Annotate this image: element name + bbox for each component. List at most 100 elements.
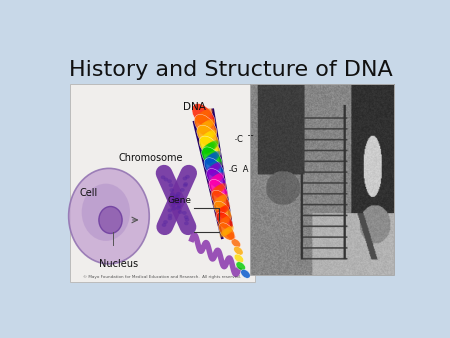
Ellipse shape — [181, 179, 186, 183]
Ellipse shape — [213, 184, 225, 194]
Ellipse shape — [192, 103, 215, 128]
Ellipse shape — [198, 132, 212, 144]
Ellipse shape — [215, 207, 225, 217]
Ellipse shape — [185, 222, 190, 225]
Ellipse shape — [166, 177, 171, 182]
Ellipse shape — [176, 202, 181, 206]
Ellipse shape — [212, 172, 225, 183]
Ellipse shape — [184, 215, 188, 219]
Ellipse shape — [220, 228, 230, 237]
Ellipse shape — [202, 130, 215, 143]
Ellipse shape — [221, 227, 231, 237]
Ellipse shape — [207, 169, 226, 189]
Ellipse shape — [234, 246, 243, 255]
Ellipse shape — [181, 177, 186, 182]
Text: Gene: Gene — [168, 196, 192, 205]
Ellipse shape — [81, 184, 130, 241]
Ellipse shape — [219, 217, 229, 226]
Ellipse shape — [211, 173, 223, 184]
Ellipse shape — [204, 158, 224, 179]
Ellipse shape — [208, 151, 220, 162]
Ellipse shape — [201, 119, 215, 131]
Ellipse shape — [194, 111, 208, 124]
Ellipse shape — [222, 215, 232, 224]
Ellipse shape — [203, 129, 217, 142]
Ellipse shape — [181, 186, 186, 189]
Ellipse shape — [180, 192, 184, 195]
Ellipse shape — [202, 147, 222, 169]
Ellipse shape — [199, 136, 220, 159]
Ellipse shape — [196, 122, 210, 134]
Ellipse shape — [182, 219, 187, 223]
Text: Cell: Cell — [80, 188, 98, 198]
Ellipse shape — [224, 226, 234, 235]
Ellipse shape — [203, 154, 216, 165]
Ellipse shape — [179, 205, 183, 209]
Ellipse shape — [217, 218, 228, 227]
Ellipse shape — [209, 179, 228, 200]
Ellipse shape — [180, 211, 185, 215]
Ellipse shape — [177, 210, 181, 214]
Ellipse shape — [172, 203, 177, 207]
Ellipse shape — [197, 125, 219, 149]
Ellipse shape — [169, 209, 174, 212]
Ellipse shape — [209, 163, 221, 174]
Ellipse shape — [214, 195, 225, 206]
Ellipse shape — [215, 183, 226, 193]
Text: © Mayo Foundation for Medical Education and Research.  All rights reserved.: © Mayo Foundation for Medical Education … — [83, 275, 241, 279]
Ellipse shape — [162, 174, 167, 177]
Ellipse shape — [171, 195, 175, 199]
Ellipse shape — [234, 254, 243, 263]
Ellipse shape — [99, 207, 122, 234]
Ellipse shape — [196, 110, 210, 123]
Ellipse shape — [206, 164, 218, 175]
Ellipse shape — [204, 141, 217, 153]
Ellipse shape — [174, 194, 179, 198]
Ellipse shape — [207, 164, 220, 174]
Ellipse shape — [231, 239, 241, 247]
Ellipse shape — [206, 140, 219, 152]
Ellipse shape — [167, 184, 172, 188]
Ellipse shape — [217, 194, 228, 203]
Ellipse shape — [199, 108, 213, 121]
Ellipse shape — [197, 109, 211, 122]
Ellipse shape — [169, 187, 173, 191]
Ellipse shape — [208, 175, 220, 186]
Ellipse shape — [236, 262, 245, 270]
Ellipse shape — [207, 152, 219, 163]
Ellipse shape — [220, 216, 230, 225]
Ellipse shape — [210, 162, 223, 173]
Ellipse shape — [166, 217, 171, 221]
Text: G  A: G A — [231, 165, 249, 174]
Ellipse shape — [241, 269, 250, 278]
Ellipse shape — [212, 196, 224, 207]
Ellipse shape — [170, 191, 175, 195]
Ellipse shape — [183, 174, 188, 178]
Ellipse shape — [172, 207, 176, 211]
Ellipse shape — [209, 174, 221, 185]
Ellipse shape — [177, 187, 182, 190]
Ellipse shape — [212, 185, 223, 195]
Ellipse shape — [226, 231, 235, 240]
Ellipse shape — [216, 195, 227, 204]
Text: C  T: C T — [237, 135, 253, 144]
Text: DNA: DNA — [183, 102, 206, 112]
Ellipse shape — [214, 201, 231, 220]
Ellipse shape — [169, 214, 173, 218]
Ellipse shape — [210, 186, 222, 196]
Ellipse shape — [202, 142, 216, 154]
Text: Nucleus: Nucleus — [99, 259, 138, 269]
Ellipse shape — [212, 190, 230, 210]
Ellipse shape — [69, 168, 149, 264]
Ellipse shape — [200, 131, 214, 144]
Ellipse shape — [164, 223, 168, 227]
Text: Chromosome: Chromosome — [118, 153, 183, 163]
Ellipse shape — [171, 197, 182, 204]
FancyBboxPatch shape — [70, 84, 255, 282]
Ellipse shape — [219, 223, 235, 240]
Text: History and Structure of DNA: History and Structure of DNA — [69, 60, 392, 80]
Ellipse shape — [220, 204, 230, 214]
Ellipse shape — [223, 226, 233, 236]
Ellipse shape — [163, 218, 168, 222]
Ellipse shape — [216, 212, 233, 230]
